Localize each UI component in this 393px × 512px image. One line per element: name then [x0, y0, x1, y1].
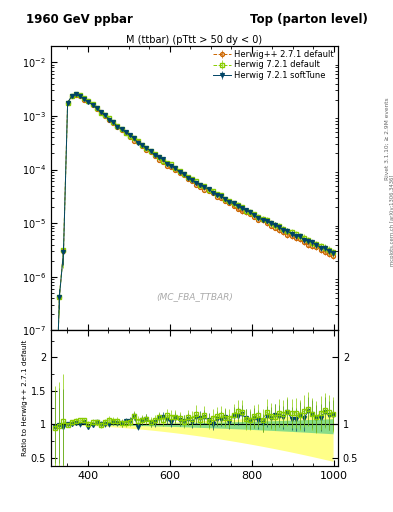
Text: 1960 GeV ppbar: 1960 GeV ppbar [26, 13, 132, 26]
Text: mcplots.cern.ch [arXiv:1306.3436]: mcplots.cern.ch [arXiv:1306.3436] [390, 175, 393, 266]
Text: (MC_FBA_TTBAR): (MC_FBA_TTBAR) [156, 292, 233, 301]
Text: Top (parton level): Top (parton level) [250, 13, 367, 26]
Y-axis label: Ratio to Herwig++ 2.7.1 default: Ratio to Herwig++ 2.7.1 default [22, 340, 28, 456]
Text: Rivet 3.1.10; ≥ 2.9M events: Rivet 3.1.10; ≥ 2.9M events [385, 97, 389, 180]
Title: M (ttbar) (pTtt > 50 dy < 0): M (ttbar) (pTtt > 50 dy < 0) [127, 35, 263, 45]
Legend: Herwig++ 2.7.1 default, Herwig 7.2.1 default, Herwig 7.2.1 softTune: Herwig++ 2.7.1 default, Herwig 7.2.1 def… [211, 49, 336, 81]
